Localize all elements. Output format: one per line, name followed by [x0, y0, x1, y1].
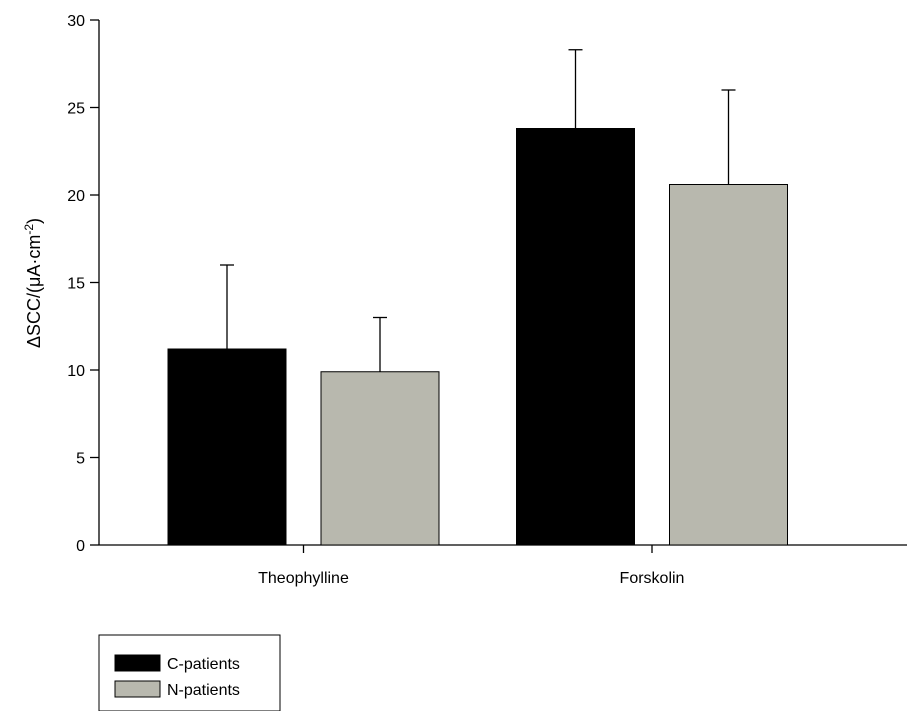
- bar: [669, 184, 788, 546]
- y-tick-label: 0: [76, 538, 85, 555]
- legend-label: C-patients: [167, 656, 240, 673]
- legend-swatch: [114, 680, 161, 698]
- bars: [167, 128, 788, 546]
- x-tick-label: Forskolin: [620, 570, 685, 587]
- bar: [516, 128, 635, 546]
- bar: [320, 371, 440, 546]
- error-bars: [220, 49, 736, 372]
- legend: C-patients N-patients: [98, 634, 281, 711]
- y-tick-label: 10: [67, 363, 85, 380]
- x-tick-label: Theophylline: [258, 570, 349, 587]
- y-tick-label: 25: [67, 101, 85, 118]
- legend-swatch: [114, 654, 161, 672]
- legend-frame: [98, 634, 281, 711]
- y-tick-label: 15: [67, 276, 85, 293]
- y-tick-label: 30: [67, 13, 85, 30]
- legend-label: N-patients: [167, 682, 240, 699]
- bar: [167, 348, 287, 546]
- y-axis-label: ΔSCC/(μA·cm-2): [22, 218, 44, 348]
- y-tick-label: 20: [67, 188, 85, 205]
- y-tick-label: 5: [76, 451, 85, 468]
